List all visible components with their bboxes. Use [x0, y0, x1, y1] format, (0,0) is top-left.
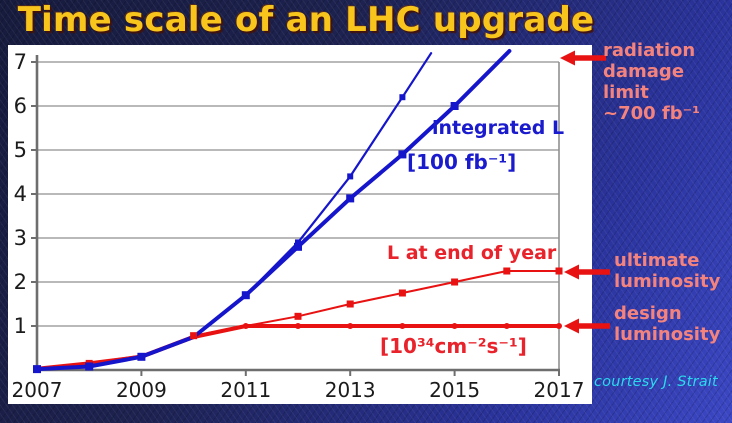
- annotation-radiation-damage-limit: radiation damage limit ~700 fb⁻¹: [603, 40, 701, 124]
- svg-text:2009: 2009: [116, 378, 167, 402]
- page-title: Time scale of an LHC upgrade: [17, 0, 595, 40]
- svg-text:2007: 2007: [12, 378, 63, 402]
- chart-panel: 1 2 3 4 5 6 7 2007 2009 2011 2013 2015 2017 integrat…: [8, 45, 592, 404]
- luminosity-chart: 1 2 3 4 5 6 7 2007 2009 2011 2013 2015 2017: [12, 49, 585, 402]
- label-l-at-end-of-year: L at end of year: [387, 242, 557, 264]
- svg-text:6: 6: [14, 94, 27, 118]
- label-integrated-units: [100 fb⁻¹]: [407, 150, 517, 174]
- arrow-left-icon: [564, 264, 610, 280]
- svg-text:7: 7: [14, 50, 27, 74]
- svg-text:2013: 2013: [325, 378, 376, 402]
- arrow-left-icon: [560, 50, 606, 66]
- arrow-left-icon: [564, 318, 610, 334]
- label-luminosity-units: [10³⁴cm⁻²s⁻¹]: [380, 334, 527, 358]
- svg-text:5: 5: [14, 138, 27, 162]
- svg-text:3: 3: [14, 226, 27, 250]
- svg-text:2011: 2011: [220, 378, 271, 402]
- svg-text:2: 2: [14, 270, 27, 294]
- svg-text:2015: 2015: [429, 378, 480, 402]
- courtesy-credit: courtesy J. Strait: [594, 374, 718, 390]
- annotation-design-luminosity: design luminosity: [614, 303, 721, 345]
- svg-text:2017: 2017: [534, 378, 585, 402]
- label-integrated-l: integrated L: [432, 117, 565, 139]
- annotation-ultimate-luminosity: ultimate luminosity: [614, 250, 721, 292]
- svg-text:4: 4: [14, 182, 27, 206]
- svg-text:1: 1: [14, 314, 27, 338]
